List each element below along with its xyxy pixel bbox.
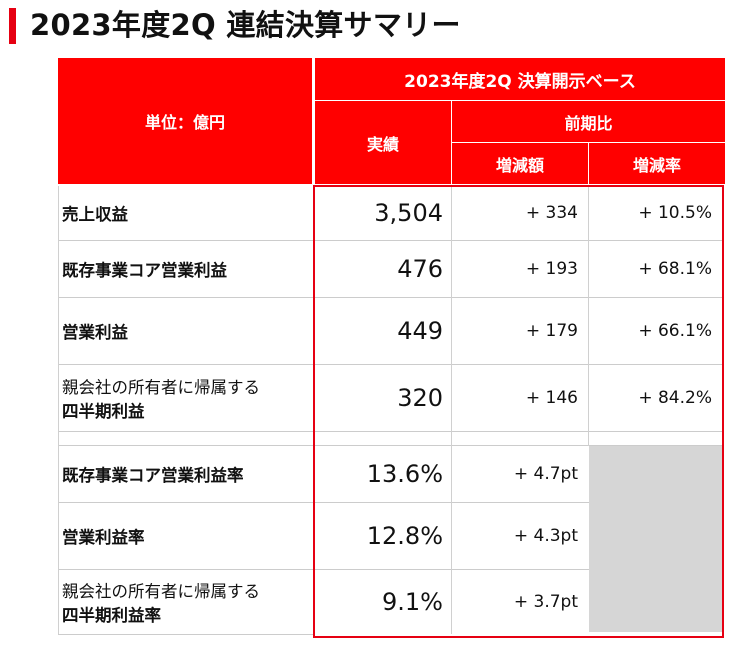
row-divider bbox=[58, 364, 722, 365]
actual-value: 476 bbox=[397, 255, 443, 283]
header-divider bbox=[315, 100, 725, 101]
change-amount: + 146 bbox=[525, 388, 578, 408]
basis-header: 2023年度2Q 決算開示ベース bbox=[315, 58, 725, 100]
change-amount: + 179 bbox=[525, 321, 578, 341]
change-rate: + 10.5% bbox=[638, 203, 712, 223]
row-label: 既存事業コア営業利益率 bbox=[62, 466, 244, 485]
change-rate: + 68.1% bbox=[638, 259, 712, 279]
actual-header: 実績 bbox=[315, 101, 451, 184]
header-divider bbox=[451, 101, 452, 184]
actual-value: 3,504 bbox=[374, 199, 443, 227]
change-amount: + 4.3pt bbox=[513, 526, 578, 546]
actual-value: 320 bbox=[397, 384, 443, 412]
change-amount-header: 増減額 bbox=[452, 143, 588, 184]
actual-value: 12.8% bbox=[366, 522, 443, 550]
change-rate: + 66.1% bbox=[638, 321, 712, 341]
row-label: 営業利益 bbox=[62, 323, 128, 342]
row-divider bbox=[58, 297, 722, 298]
change-amount: + 4.7pt bbox=[513, 464, 578, 484]
row-label: 営業利益率 bbox=[62, 528, 145, 547]
row-label: 既存事業コア営業利益 bbox=[62, 261, 227, 280]
row-divider bbox=[58, 569, 589, 570]
actual-value: 9.1% bbox=[382, 588, 443, 616]
actual-value: 449 bbox=[397, 317, 443, 345]
empty-rate-cells bbox=[589, 446, 722, 632]
table-border bbox=[58, 186, 59, 634]
title-accent-bar bbox=[9, 8, 16, 44]
column-divider bbox=[588, 186, 589, 446]
change-amount: + 3.7pt bbox=[513, 592, 578, 612]
actual-value: 13.6% bbox=[366, 460, 443, 488]
highlight-frame bbox=[313, 185, 724, 638]
header-divider bbox=[452, 142, 725, 143]
header-divider bbox=[588, 143, 589, 184]
row-divider bbox=[58, 634, 313, 635]
change-amount: + 334 bbox=[525, 203, 578, 223]
row-divider bbox=[58, 502, 589, 503]
change-rate: + 84.2% bbox=[638, 388, 712, 408]
change-rate-header: 増減率 bbox=[589, 143, 725, 184]
column-divider bbox=[451, 186, 452, 634]
yoy-header: 前期比 bbox=[452, 101, 725, 142]
header-divider bbox=[313, 58, 314, 184]
row-label: 親会社の所有者に帰属する 四半期利益 bbox=[62, 378, 260, 421]
row-divider bbox=[58, 431, 722, 432]
row-label: 親会社の所有者に帰属する 四半期利益率 bbox=[62, 582, 260, 625]
row-divider bbox=[58, 445, 722, 446]
row-divider bbox=[58, 240, 722, 241]
change-amount: + 193 bbox=[525, 259, 578, 279]
row-label: 売上収益 bbox=[62, 205, 128, 224]
unit-header: 単位：億円 bbox=[58, 58, 312, 184]
page-title: 2023年度2Q 連結決算サマリー bbox=[30, 8, 461, 42]
